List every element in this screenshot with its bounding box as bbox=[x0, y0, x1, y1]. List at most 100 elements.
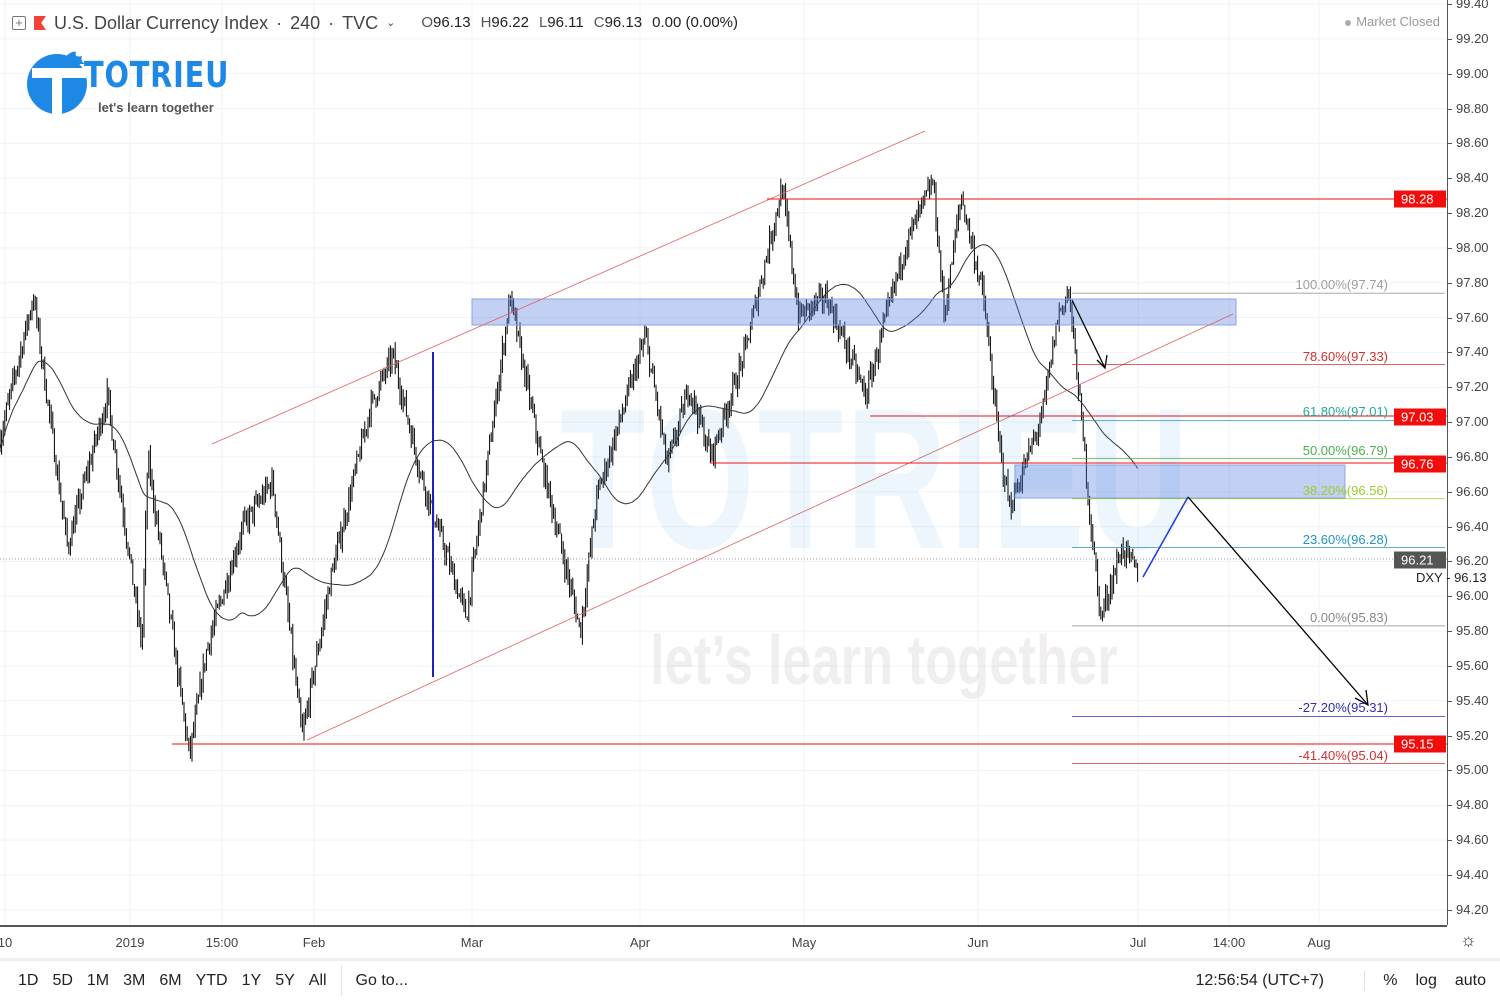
close-value: 96.13 bbox=[604, 14, 643, 31]
price-tick: 95.80 bbox=[1448, 623, 1489, 639]
last-price: 96.13 bbox=[1454, 570, 1487, 585]
market-status-text: Market Closed bbox=[1356, 14, 1440, 29]
price-tick: 97.20 bbox=[1448, 379, 1489, 395]
price-tick: 97.60 bbox=[1448, 309, 1489, 325]
range-button-1m[interactable]: 1M bbox=[86, 972, 110, 989]
tvc-flag-icon bbox=[34, 16, 46, 30]
price-tick: 98.40 bbox=[1448, 170, 1489, 186]
interval[interactable]: 240 bbox=[290, 13, 321, 33]
time-tick: Mar bbox=[460, 935, 484, 950]
symbol-name[interactable]: U.S. Dollar Currency Index bbox=[54, 13, 269, 33]
moving-average-line bbox=[0, 244, 1139, 621]
range-button-5d[interactable]: 5D bbox=[52, 972, 73, 989]
price-tick: 98.60 bbox=[1448, 135, 1489, 151]
time-tick: Aug bbox=[1307, 935, 1331, 950]
price-tick: 96.60 bbox=[1448, 483, 1489, 499]
price-tick: 95.40 bbox=[1448, 692, 1489, 708]
price-tick: 95.20 bbox=[1448, 727, 1489, 743]
price-tag: 98.28 bbox=[1394, 190, 1446, 208]
price-tick: 99.20 bbox=[1448, 30, 1489, 46]
fib-label: 61.80%(97.01) bbox=[1302, 404, 1388, 420]
range-button-3m[interactable]: 3M bbox=[123, 972, 146, 989]
resistance-zone bbox=[471, 298, 1237, 326]
price-tick: 98.00 bbox=[1448, 239, 1489, 255]
fib-label: 23.60%(96.28) bbox=[1302, 531, 1388, 547]
price-tick: 94.40 bbox=[1448, 867, 1489, 882]
fibonacci-retracement bbox=[1072, 292, 1445, 764]
auto-toggle[interactable]: auto bbox=[1454, 972, 1486, 989]
price-tick: 98.20 bbox=[1448, 205, 1489, 221]
range-button-1d[interactable]: 1D bbox=[18, 972, 39, 989]
last-price-label: DXY - 96.13 bbox=[1416, 570, 1487, 585]
open-value: 96.13 bbox=[433, 14, 471, 31]
goto-button[interactable]: Go to... bbox=[355, 972, 409, 989]
log-toggle[interactable]: log bbox=[1415, 972, 1437, 989]
range-buttons: 1D 5D 1M 3M 6M YTD 1Y 5Y All bbox=[18, 971, 327, 991]
watermark-brand: TOTRIEU bbox=[560, 368, 1192, 591]
exchange[interactable]: TVC bbox=[342, 13, 379, 33]
time-tick: Feb bbox=[302, 935, 326, 950]
time-tick: Jul bbox=[1129, 935, 1147, 950]
price-tick: 95.00 bbox=[1448, 762, 1489, 778]
price-tick: 96.00 bbox=[1448, 588, 1489, 604]
price-tick: 95.60 bbox=[1448, 657, 1489, 673]
clock[interactable]: 12:56:54 (UTC+7) bbox=[1195, 972, 1324, 989]
time-tick: 2019 bbox=[115, 935, 145, 950]
fib-label: 100.00%(97.74) bbox=[1295, 277, 1388, 293]
price-tick: 97.00 bbox=[1448, 414, 1489, 430]
range-button-1y[interactable]: 1Y bbox=[241, 972, 262, 989]
fib-label: 78.60%(97.33) bbox=[1302, 348, 1388, 364]
add-symbol-icon[interactable]: + bbox=[12, 16, 26, 30]
range-button-5y[interactable]: 5Y bbox=[275, 972, 295, 989]
price-tick: 94.60 bbox=[1448, 832, 1489, 848]
price-tick: 94.20 bbox=[1448, 901, 1489, 917]
status-dot-icon bbox=[1345, 19, 1352, 26]
chevron-down-icon[interactable]: ⌄ bbox=[386, 17, 396, 29]
supply-zone bbox=[1014, 464, 1346, 499]
low-value: 96.11 bbox=[547, 14, 584, 31]
price-tick: 99.00 bbox=[1448, 65, 1489, 81]
price-tick: 99.40 bbox=[1448, 0, 1489, 11]
fib-label: -27.20%(95.31) bbox=[1298, 700, 1388, 716]
time-tick: May bbox=[791, 935, 817, 950]
price-axis[interactable]: 99.40 99.20 99.00 98.80 98.60 98.40 98.20 98.00… bbox=[1447, 0, 1500, 925]
open-label: O bbox=[421, 14, 434, 31]
channel-upper bbox=[211, 130, 926, 445]
price-tag: 97.03 bbox=[1394, 408, 1446, 426]
candle-series bbox=[0, 174, 1139, 762]
fib-label: 38.20%(96.56) bbox=[1302, 482, 1388, 498]
settings-gear-icon[interactable]: ☼ bbox=[1460, 930, 1477, 950]
time-axis[interactable]: 10 2019 15:00 Feb Mar Apr May Jun Jul 14:00 Aug bbox=[0, 925, 1447, 958]
price-tick: 98.80 bbox=[1448, 100, 1489, 116]
price-tick: 94.80 bbox=[1448, 797, 1489, 813]
price-tick: 96.40 bbox=[1448, 518, 1489, 534]
projection-arrows bbox=[1071, 299, 1369, 707]
range-button-6m[interactable]: 6M bbox=[159, 972, 182, 989]
fib-label: -41.40%(95.04) bbox=[1298, 747, 1388, 763]
fib-label: 50.00%(96.79) bbox=[1302, 442, 1388, 458]
divider bbox=[340, 966, 342, 996]
low-label: L bbox=[538, 14, 548, 31]
price-tick: 96.20 bbox=[1448, 553, 1489, 569]
price-tag: 96.76 bbox=[1394, 455, 1446, 473]
symbol-label: DXY bbox=[1416, 570, 1443, 585]
high-value: 96.22 bbox=[491, 14, 529, 31]
range-button-all[interactable]: All bbox=[308, 972, 327, 989]
time-tick: Jun bbox=[967, 935, 989, 950]
totrieu-logo: TOTRIEU let's learn together bbox=[24, 48, 229, 119]
range-button-ytd[interactable]: YTD bbox=[195, 972, 228, 989]
price-tag: 95.15 bbox=[1394, 735, 1446, 753]
market-status: Market Closed bbox=[1345, 14, 1440, 30]
change-value: 0.00 (0.00%) bbox=[652, 14, 739, 31]
high-label: H bbox=[480, 14, 492, 31]
price-tick: 97.80 bbox=[1448, 274, 1489, 290]
price-tick: 97.40 bbox=[1448, 344, 1489, 360]
ohlc-values: O96.13 H96.22 L96.11 C96.13 0.00 (0.00%) bbox=[421, 12, 738, 34]
symbol-header: + U.S. Dollar Currency Index · 240 · TVC ⌄… bbox=[12, 12, 738, 34]
time-tick: 10 bbox=[0, 935, 13, 950]
price-tick: 96.80 bbox=[1448, 448, 1489, 464]
percent-toggle[interactable]: % bbox=[1383, 972, 1398, 989]
price-tag: 96.21 bbox=[1394, 551, 1446, 569]
logo-tagline: let's learn together bbox=[98, 100, 214, 115]
price-chart[interactable] bbox=[0, 0, 1447, 925]
